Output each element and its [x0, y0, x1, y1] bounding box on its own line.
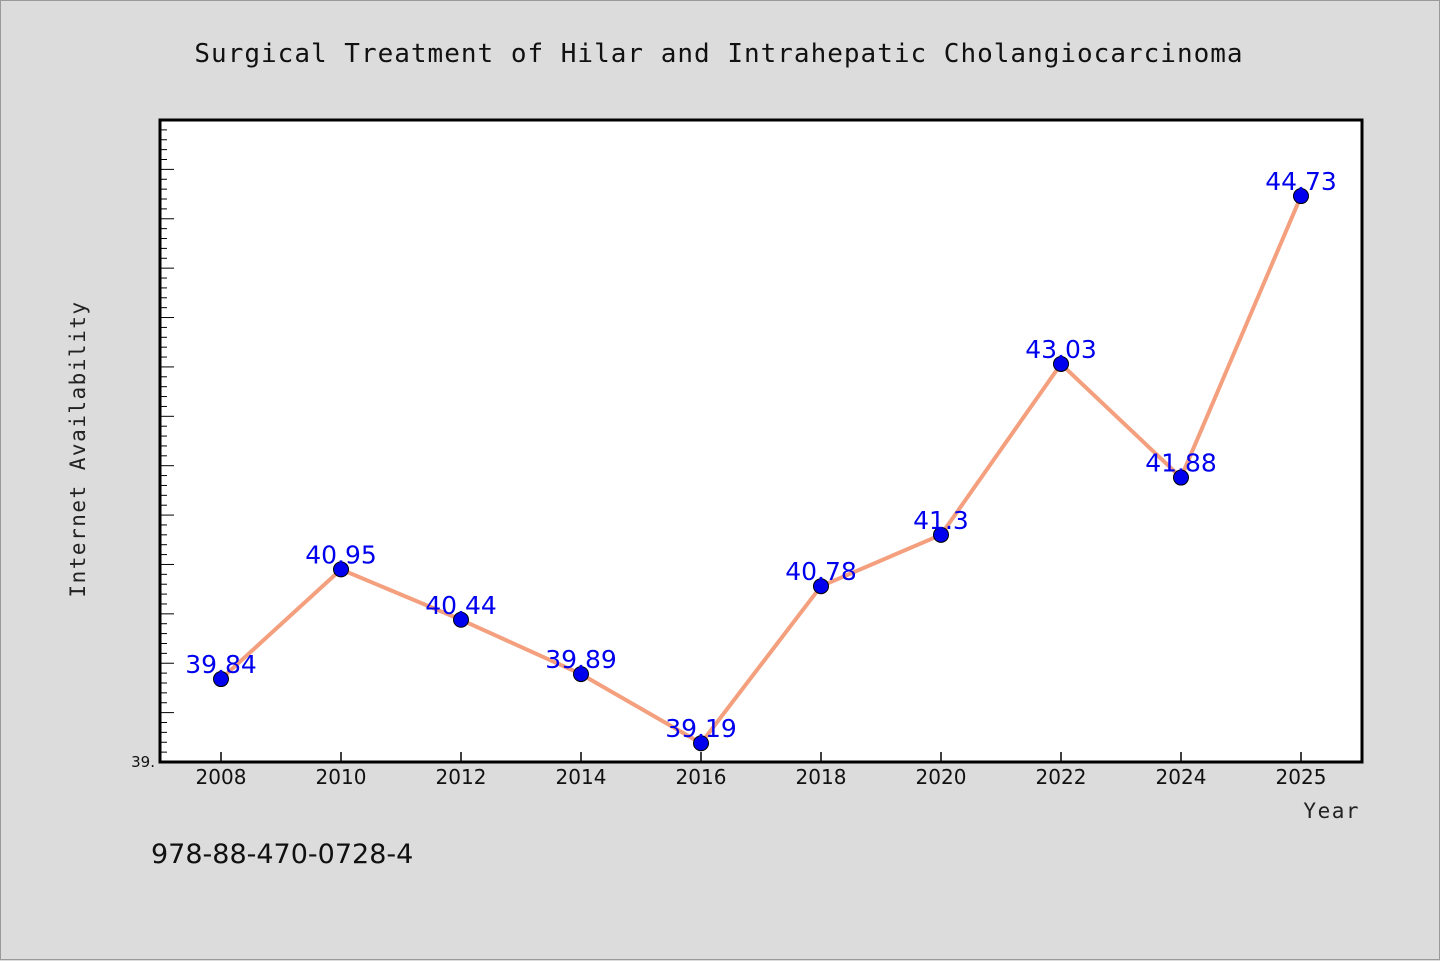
data-point-marker [573, 666, 589, 683]
data-point-marker [1173, 469, 1189, 486]
chart-title: Surgical Treatment of Hilar and Intrahep… [194, 39, 1243, 69]
data-point-marker [933, 526, 949, 543]
x-tick-label: 2025 [1276, 765, 1327, 789]
x-tick-label: 2022 [1036, 765, 1087, 789]
data-point-marker [453, 611, 469, 628]
plot-area [158, 118, 1364, 764]
data-point-label: 44.73 [1265, 167, 1337, 196]
series-line-group [219, 195, 1303, 746]
x-tick-label: 2020 [916, 765, 967, 789]
data-point-label: 40.78 [785, 557, 857, 586]
data-point-marker [693, 735, 709, 752]
x-tick-label: 2010 [316, 765, 367, 789]
data-point-marker [1053, 355, 1069, 372]
x-tick-label: 2016 [676, 765, 727, 789]
y-axis-label: Internet Availability [66, 300, 90, 597]
x-tick-label: 2024 [1156, 765, 1207, 789]
x-tick-label: 2012 [436, 765, 487, 789]
data-point-label: 39.89 [545, 645, 617, 674]
data-point-label: 41.3 [913, 506, 969, 535]
data-point-marker [213, 671, 229, 688]
data-point-label: 40.44 [425, 591, 497, 620]
data-point-label: 39.84 [185, 650, 257, 679]
series-line [219, 195, 1303, 746]
x-tick-label: 2008 [196, 765, 247, 789]
x-tick-label: 2014 [556, 765, 607, 789]
data-point-label: 40.95 [305, 540, 377, 569]
x-axis-ticks: 2008 2010 2012 2014 2016 2018 2020 2022 2024 2025 [196, 752, 1327, 789]
data-markers [213, 188, 1309, 752]
data-point-marker [1293, 188, 1309, 205]
x-tick-label: 2018 [796, 765, 847, 789]
data-point-label: 41.88 [1145, 449, 1217, 478]
data-point-marker [813, 578, 829, 595]
x-axis-label: Year [1303, 799, 1360, 823]
y-axis-ticks [160, 129, 174, 763]
footer-isbn: 978-88-470-0728-4 [151, 839, 413, 870]
data-labels: 39.84 40.95 40.44 39.89 39.19 40.78 41.3 43.03 4… [185, 167, 1337, 743]
data-point-label: 39.19 [665, 714, 737, 743]
data-point-marker [333, 561, 349, 578]
y-axis-min-label: 39. [131, 753, 155, 771]
data-point-label: 43.03 [1025, 335, 1097, 364]
